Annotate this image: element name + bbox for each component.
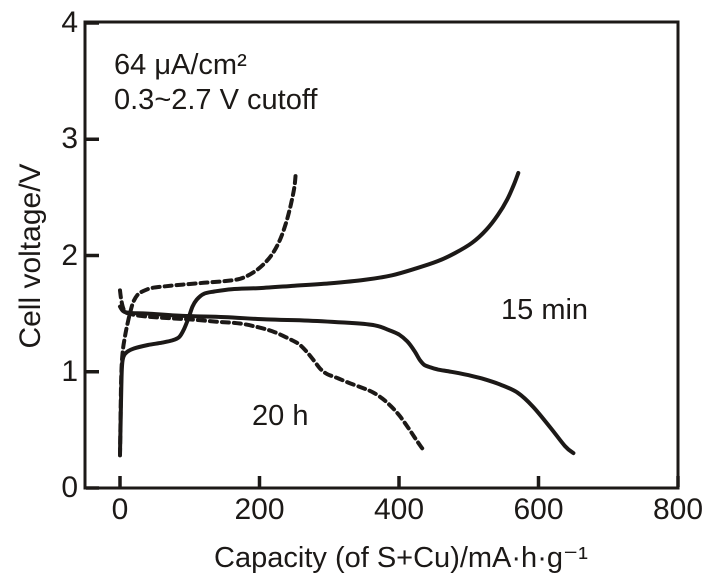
annotation-voltage-cutoff: 0.3~2.7 V cutoff <box>114 84 318 116</box>
x-tick-label: 200 <box>234 493 285 526</box>
curve-charge-20h <box>118 171 298 458</box>
x-tick-label: 400 <box>373 493 425 526</box>
x-tick-label: 800 <box>652 493 704 526</box>
curve-charge-15min <box>118 171 521 456</box>
x-tick-label: 0 <box>111 493 129 526</box>
y-tick-label: 1 <box>61 354 78 388</box>
x-tick-label: 600 <box>513 493 564 526</box>
y-tick-label: 3 <box>61 122 78 156</box>
curve-discharge-20h <box>118 288 427 453</box>
curve-discharge-15min <box>118 304 576 456</box>
annotation-current-density: 64 μA/cm² <box>114 49 247 81</box>
x-axis-title: Capacity (of S+Cu)/mA·h·g⁻¹ <box>214 542 588 574</box>
plot-frame <box>83 20 680 490</box>
y-tick-label: 0 <box>61 471 78 504</box>
curve-label-15min: 15 min <box>501 294 589 326</box>
curve-label-20h: 20 h <box>252 400 309 432</box>
y-tick-label: 2 <box>61 238 78 272</box>
y-tick-label: 4 <box>61 6 78 39</box>
